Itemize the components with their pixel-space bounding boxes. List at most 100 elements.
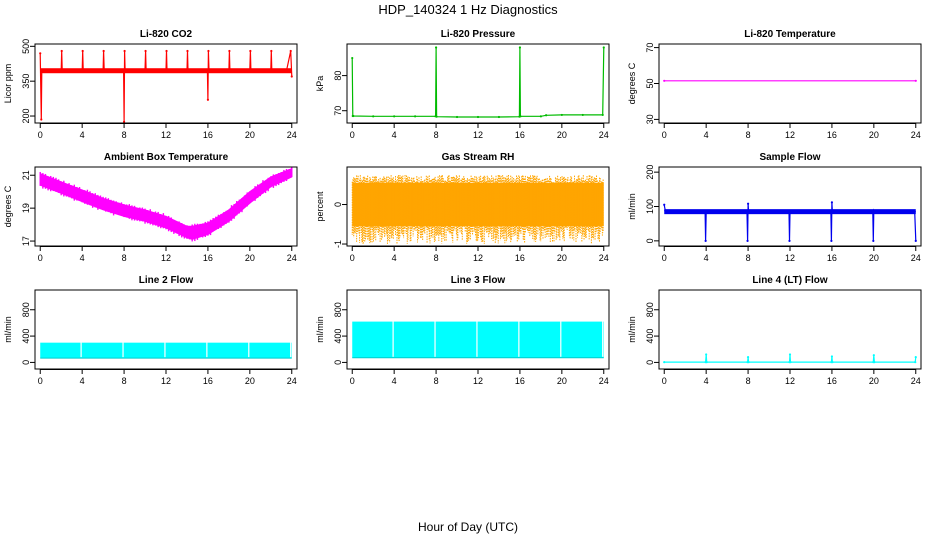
x-tick-label: 12 [161,253,171,263]
y-axis-label: degrees C [627,62,637,104]
data-point [705,353,708,356]
data-point [270,49,273,53]
y-tick-label: 0 [333,202,343,207]
panel-9-plot-area [663,353,917,364]
y-tick-label: 70 [645,43,655,53]
x-tick-label: 4 [392,130,397,140]
x-tick-label: 4 [704,376,709,386]
data-point [746,239,749,242]
panel-3-plot-area [663,79,917,82]
data-point [165,49,168,53]
x-tick-label: 8 [746,253,751,263]
data-point [434,46,438,49]
y-tick-label: 30 [645,114,655,124]
x-tick-label: 20 [869,376,879,386]
series-line [351,47,605,118]
y-tick-label: 500 [21,39,31,54]
x-tick-label: 24 [599,376,609,386]
data-point [747,360,750,364]
figure-x-axis-label: Hour of Day (UTC) [418,520,518,534]
panel-title: Li-820 Pressure [441,29,516,40]
x-tick-label: 24 [287,130,297,140]
y-tick-label: 800 [333,302,343,317]
x-tick-label: 20 [869,130,879,140]
x-tick-label: 16 [203,253,213,263]
x-tick-label: 0 [350,130,355,140]
y-tick-label: 0 [645,360,655,365]
x-tick-label: 8 [746,376,751,386]
panel-title: Sample Flow [759,152,820,163]
x-tick-label: 8 [746,130,751,140]
x-tick-label: 24 [599,130,609,140]
x-tick-label: 24 [911,253,921,263]
data-point [144,49,147,53]
x-tick-label: 16 [827,130,837,140]
y-axis-label: ml/min [627,193,637,220]
panel-title: Gas Stream RH [442,152,515,163]
panel-1-plot-area [39,49,293,123]
data-point [788,353,792,356]
data-point [228,49,231,53]
x-tick-label: 4 [704,253,709,263]
y-tick-label: 80 [333,71,343,81]
data-point [351,56,354,60]
data-point [830,201,834,204]
x-tick-label: 12 [473,376,483,386]
data-point [914,356,917,359]
y-tick-label: 800 [645,302,655,317]
x-tick-label: 0 [350,253,355,263]
x-tick-label: 0 [38,253,43,263]
x-tick-label: 12 [785,376,795,386]
flow-baseline-band [664,209,916,215]
data-point [581,113,584,117]
x-tick-label: 4 [392,253,397,263]
panel-8-plot-area [352,320,604,359]
data-point [789,360,792,364]
y-tick-label: 70 [333,106,343,116]
y-tick-label: 800 [21,302,31,317]
x-tick-label: 12 [785,130,795,140]
data-point [914,239,917,242]
y-axis-label: ml/min [3,316,13,343]
x-tick-label: 16 [203,130,213,140]
series-line [664,354,917,363]
y-tick-label: 200 [21,109,31,124]
panel-7-plot-area [40,341,292,359]
data-point [206,98,210,101]
data-point [914,79,917,82]
y-tick-label: 400 [333,329,343,344]
x-tick-label: 16 [515,253,525,263]
panel-frame [658,43,922,124]
x-tick-label: 8 [122,376,127,386]
x-tick-label: 4 [704,130,709,140]
data-point [872,354,875,357]
y-axis-label: kPa [315,76,325,92]
x-tick-label: 24 [287,376,297,386]
panel-title: Line 3 Flow [451,275,506,286]
co2-baseline-band [40,68,292,74]
data-point [788,239,791,242]
x-tick-label: 8 [434,253,439,263]
y-axis-label: degrees C [3,185,13,227]
data-point [352,114,355,118]
data-point [372,115,375,118]
y-axis-label: percent [315,191,325,222]
data-point [81,49,84,53]
panel-4: Ambient Box Temperature 0 4 8 12 16 20 24 17 19 21… [3,152,298,263]
x-tick-label: 24 [599,253,609,263]
panel-title: Line 2 Flow [139,275,194,286]
x-tick-label: 12 [161,376,171,386]
y-tick-label: 100 [645,199,655,214]
x-tick-label: 16 [515,376,525,386]
data-point [186,49,189,53]
data-point [476,115,480,119]
data-point [746,202,750,205]
panel-2: Li-820 Pressure 0 4 8 12 16 20 24 70 80 kPa [315,29,610,140]
y-tick-label: 17 [21,236,31,246]
data-point [830,239,833,242]
x-tick-label: 24 [287,253,297,263]
data-point [123,49,126,53]
panel-title: Li-820 CO2 [140,29,193,40]
